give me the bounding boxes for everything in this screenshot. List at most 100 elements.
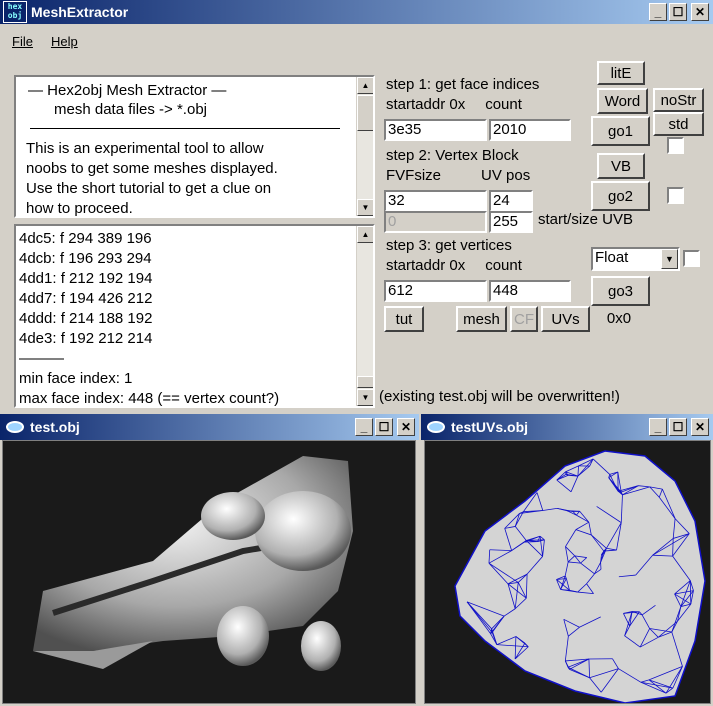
uv-edge [507, 582, 519, 585]
uv-edge [635, 554, 653, 576]
go2-button[interactable]: go2 [591, 181, 650, 211]
uv-edge [514, 511, 524, 527]
cf-button: CF [510, 306, 538, 332]
step1-count-input[interactable]: 2010 [489, 119, 571, 141]
uv-edge [503, 608, 516, 617]
close-button[interactable]: ✕ [691, 418, 709, 436]
log-panel[interactable]: 4dc5: f 294 389 196 4dcb: f 196 293 294 … [14, 224, 375, 408]
uv-edge [565, 658, 589, 662]
std-checkbox[interactable] [667, 137, 684, 154]
minimize-button[interactable]: _ [355, 418, 373, 436]
uv-edge [689, 580, 692, 605]
uv-edge [629, 611, 640, 627]
uv-edge [556, 471, 566, 481]
uv-edge [504, 526, 516, 529]
go2-checkbox[interactable] [667, 187, 684, 204]
info-title: — Hex2obj Mesh Extractor — [28, 82, 227, 99]
step3-startaddr-input[interactable]: 612 [384, 280, 487, 302]
nostr-button[interactable]: noStr [653, 88, 704, 112]
mesh-viewport[interactable] [2, 440, 416, 704]
uv-edge [624, 611, 633, 636]
uv-edge [537, 536, 541, 542]
uv-edge [588, 659, 590, 678]
uv-edge [514, 636, 517, 659]
format-select[interactable]: Float ▼ [591, 247, 680, 271]
scroll-up-icon[interactable]: ▲ [357, 226, 373, 243]
scroll-thumb[interactable] [357, 376, 373, 388]
uv-edge [612, 658, 619, 669]
uv-edge [652, 554, 673, 557]
vb-button[interactable]: VB [597, 153, 645, 179]
uv-edge [674, 580, 691, 595]
uv-edge [586, 583, 594, 594]
uv-edge [577, 465, 579, 477]
info-divider [30, 128, 340, 129]
info-scrollbar[interactable]: ▲ ▼ [356, 77, 373, 216]
menu-help[interactable]: Help [50, 33, 78, 49]
uv-edge [590, 534, 605, 552]
scroll-up-icon[interactable]: ▲ [357, 77, 373, 94]
std-button[interactable]: std [653, 112, 704, 136]
uv-pos-input[interactable]: 24 [489, 190, 533, 212]
uv-edge [606, 547, 617, 551]
uv-edge [526, 535, 541, 541]
uv-edge [490, 615, 505, 634]
info-text-panel[interactable]: — Hex2obj Mesh Extractor — mesh data fil… [14, 75, 375, 218]
uv-edge [638, 485, 650, 488]
uv-edge [618, 668, 642, 683]
info-subtitle: mesh data files -> *.obj [54, 101, 207, 118]
uv-edge [672, 518, 676, 539]
uv-edge [608, 477, 623, 496]
uv-edge [539, 535, 545, 541]
maximize-button[interactable]: ☐ [669, 3, 687, 21]
menu-file[interactable]: File [12, 33, 33, 49]
minimize-button[interactable]: _ [649, 418, 667, 436]
uv-edge [569, 658, 590, 670]
step1-startaddr-input[interactable]: 3e35 [384, 119, 487, 141]
uv-edge [574, 555, 587, 558]
maximize-button[interactable]: ☐ [375, 418, 393, 436]
uv-edge [565, 473, 578, 477]
step3-count-input[interactable]: 448 [489, 280, 571, 302]
uv-edge [658, 488, 663, 498]
uvs-button[interactable]: UVs [541, 306, 590, 332]
uv-edge [504, 528, 513, 551]
tut-button[interactable]: tut [384, 306, 424, 332]
mesh-button[interactable]: mesh [456, 306, 507, 332]
chevron-down-icon[interactable]: ▼ [661, 249, 678, 269]
uvb-size-input[interactable]: 255 [489, 211, 533, 233]
fvf-size-input[interactable]: 32 [384, 190, 487, 212]
scroll-down-icon[interactable]: ▼ [357, 389, 373, 406]
scroll-down-icon[interactable]: ▼ [357, 199, 373, 216]
uv-edge [672, 555, 691, 581]
minimize-button[interactable]: _ [649, 3, 667, 21]
go3-button[interactable]: go3 [591, 276, 650, 306]
uv-edge [567, 658, 590, 668]
uv-edge [640, 681, 667, 694]
uv-render [454, 450, 706, 703]
uv-edge [504, 513, 520, 529]
uv-edge [577, 591, 594, 595]
word-button[interactable]: Word [597, 88, 648, 114]
uv-edge [589, 668, 619, 679]
uv-edge [514, 642, 526, 660]
uv-edge [517, 573, 528, 583]
uv-edge [680, 580, 691, 607]
uv-edge [672, 666, 683, 689]
go1-button[interactable]: go1 [591, 116, 650, 146]
log-scrollbar[interactable]: ▲ ▼ [356, 226, 373, 406]
scroll-thumb[interactable] [357, 95, 373, 131]
uv-edge [568, 626, 580, 637]
uv-edge [594, 562, 601, 575]
uv-viewport[interactable] [424, 440, 711, 704]
close-button[interactable]: ✕ [691, 3, 709, 21]
close-button[interactable]: ✕ [397, 418, 415, 436]
float-checkbox[interactable] [683, 250, 700, 267]
uv-edge [575, 521, 590, 530]
lite-button[interactable]: litE [597, 61, 645, 85]
uv-edge [624, 635, 641, 648]
maximize-button[interactable]: ☐ [669, 418, 687, 436]
step1-startaddr-label: startaddr 0x [386, 96, 466, 113]
uv-edge [673, 533, 690, 539]
uv-edge [596, 506, 622, 523]
